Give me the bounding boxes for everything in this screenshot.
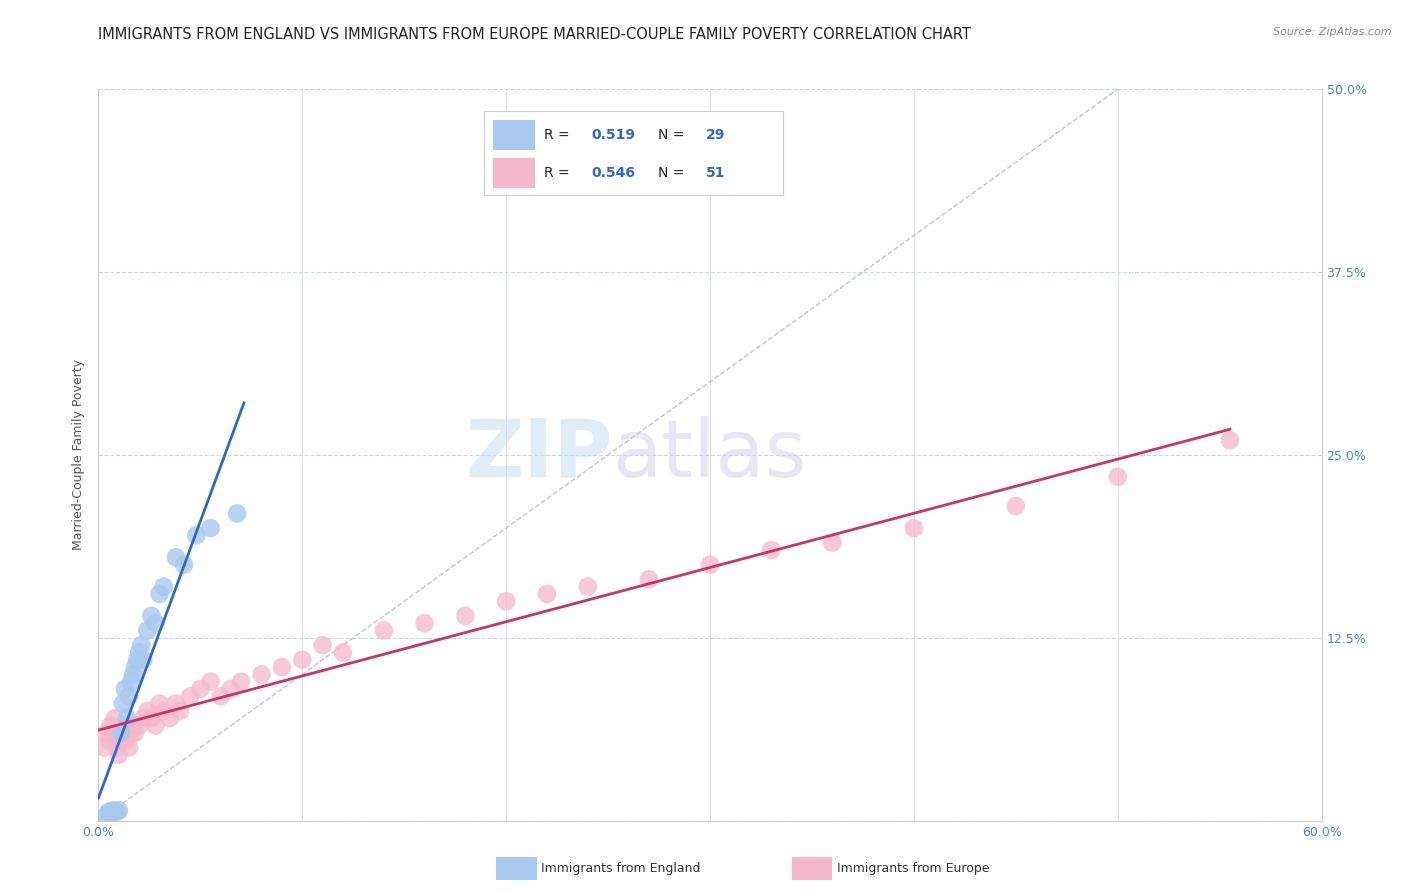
Point [101, 804, 124, 818]
Point [145, 616, 167, 631]
Point [108, 747, 131, 762]
Point [114, 681, 136, 696]
Point [129, 638, 152, 652]
Point [454, 608, 477, 623]
Point [291, 653, 314, 667]
Point [124, 660, 146, 674]
Y-axis label: Married-Couple Family Poverty: Married-Couple Family Poverty [72, 359, 86, 550]
Text: ZIP: ZIP [465, 416, 612, 494]
Point [114, 726, 136, 740]
Text: Source: ZipAtlas.com: Source: ZipAtlas.com [1274, 27, 1392, 37]
Point [132, 711, 155, 725]
Point [188, 681, 212, 696]
Point [100, 718, 122, 732]
Text: atlas: atlas [612, 416, 807, 494]
Point [93, 740, 115, 755]
Point [200, 674, 222, 689]
Point [173, 558, 195, 572]
Point [118, 690, 141, 704]
Point [165, 550, 187, 565]
Point [118, 740, 141, 755]
Point [312, 638, 335, 652]
Point [373, 624, 395, 638]
Point [110, 733, 132, 747]
Point [576, 580, 599, 594]
Point [536, 587, 558, 601]
Point [152, 704, 174, 718]
Point [761, 543, 783, 558]
Point [96, 726, 118, 740]
Point [136, 704, 159, 718]
Point [128, 645, 150, 659]
Point [141, 608, 163, 623]
Point [104, 805, 127, 819]
Text: Immigrants from Europe: Immigrants from Europe [837, 863, 988, 875]
Point [97, 805, 120, 819]
Point [105, 805, 128, 819]
Point [186, 528, 208, 542]
Point [124, 726, 146, 740]
Point [149, 587, 172, 601]
Point [165, 697, 187, 711]
Point [413, 616, 436, 631]
Point [209, 690, 232, 704]
Point [903, 521, 925, 535]
Point [270, 660, 294, 674]
Point [128, 718, 150, 732]
Point [149, 697, 172, 711]
Point [219, 681, 242, 696]
Point [1004, 499, 1026, 513]
Point [145, 718, 167, 732]
Point [1219, 434, 1241, 448]
Point [638, 572, 661, 586]
Point [120, 726, 142, 740]
Point [1107, 470, 1129, 484]
Point [231, 674, 253, 689]
Point [105, 740, 128, 755]
Point [152, 580, 174, 594]
Point [332, 645, 354, 659]
Point [250, 667, 273, 681]
Point [821, 535, 844, 549]
Text: IMMIGRANTS FROM ENGLAND VS IMMIGRANTS FROM EUROPE MARRIED-COUPLE FAMILY POVERTY : IMMIGRANTS FROM ENGLAND VS IMMIGRANTS FR… [98, 27, 972, 42]
Point [136, 624, 159, 638]
Point [200, 521, 222, 535]
Point [141, 711, 163, 725]
Point [495, 594, 517, 608]
Text: Immigrants from England: Immigrants from England [541, 863, 700, 875]
Point [132, 653, 155, 667]
Point [122, 718, 145, 732]
Point [111, 697, 134, 711]
Point [115, 733, 138, 747]
Point [115, 711, 138, 725]
Point [120, 674, 142, 689]
Point [122, 667, 145, 681]
Point [169, 704, 191, 718]
Point [97, 733, 120, 747]
Point [110, 726, 132, 740]
Point [179, 690, 201, 704]
Point [100, 806, 122, 821]
Point [108, 804, 131, 818]
Point [104, 711, 127, 725]
Point [101, 726, 124, 740]
Point [699, 558, 721, 572]
Point [111, 718, 134, 732]
Point [226, 507, 249, 521]
Point [159, 711, 181, 725]
Point [127, 653, 149, 667]
Point [96, 807, 118, 822]
